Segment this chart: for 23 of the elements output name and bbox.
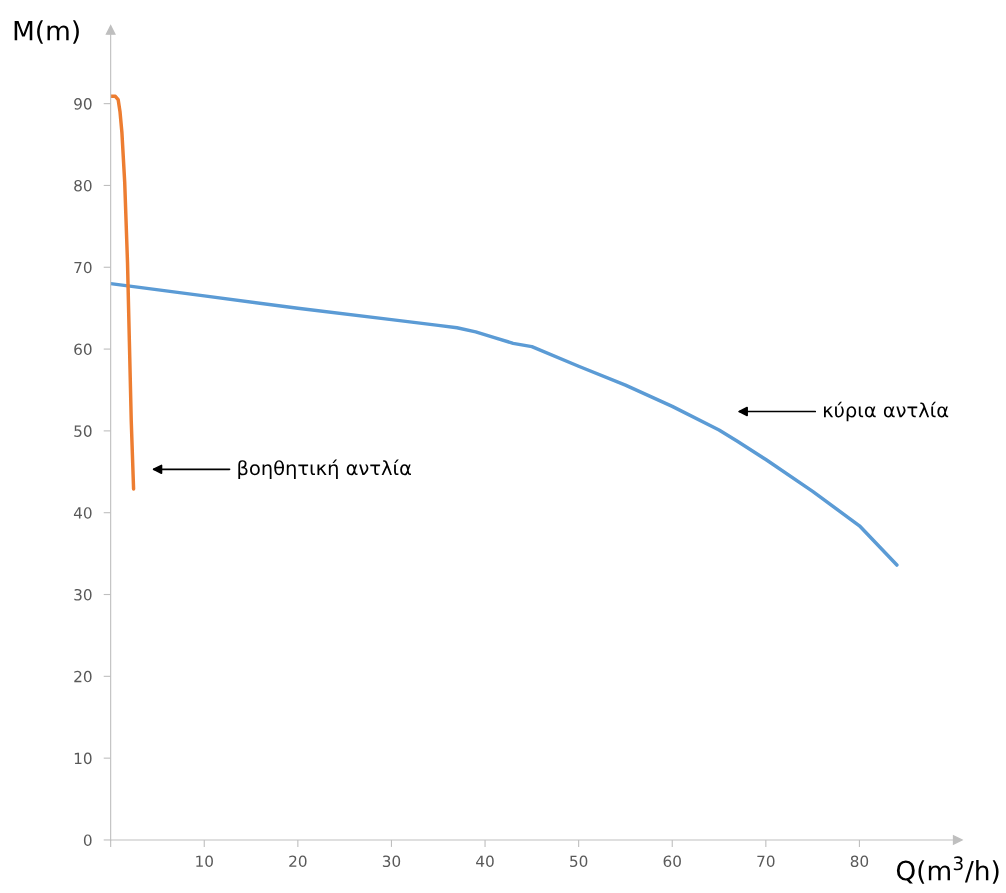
y-tick-label: 50 xyxy=(74,425,92,437)
y-tick-label: 80 xyxy=(74,179,92,192)
x-tick-label: 60 xyxy=(663,855,681,868)
x-tick-label: 70 xyxy=(757,855,775,868)
x-axis-title: Q(m$^{3}$/h) xyxy=(896,856,999,884)
x-tick-label: 50 xyxy=(570,855,588,868)
y-tick-label: 60 xyxy=(74,343,92,356)
x-tick-label: 80 xyxy=(850,855,869,868)
x-tick-label: 20 xyxy=(289,855,307,868)
y-tick-label: 90 xyxy=(74,98,92,110)
y-tick-label: 20 xyxy=(74,670,92,683)
annotation: βοηθητική αντλία xyxy=(238,459,411,480)
line-series xyxy=(110,94,136,491)
x-tick-label: 40 xyxy=(476,855,494,868)
y-tick-label: 70 xyxy=(74,261,92,274)
y-tick-label: 10 xyxy=(74,752,92,765)
x-tick-label: 10 xyxy=(196,855,213,868)
y-tick-label: 30 xyxy=(74,588,92,601)
x-tick-label: 30 xyxy=(382,855,401,868)
y-axis-title: M(m) xyxy=(14,20,79,44)
annotation: κύρια αντλία xyxy=(824,401,949,422)
y-tick-label: 0 xyxy=(83,834,92,846)
y-tick-label: 40 xyxy=(73,507,92,519)
